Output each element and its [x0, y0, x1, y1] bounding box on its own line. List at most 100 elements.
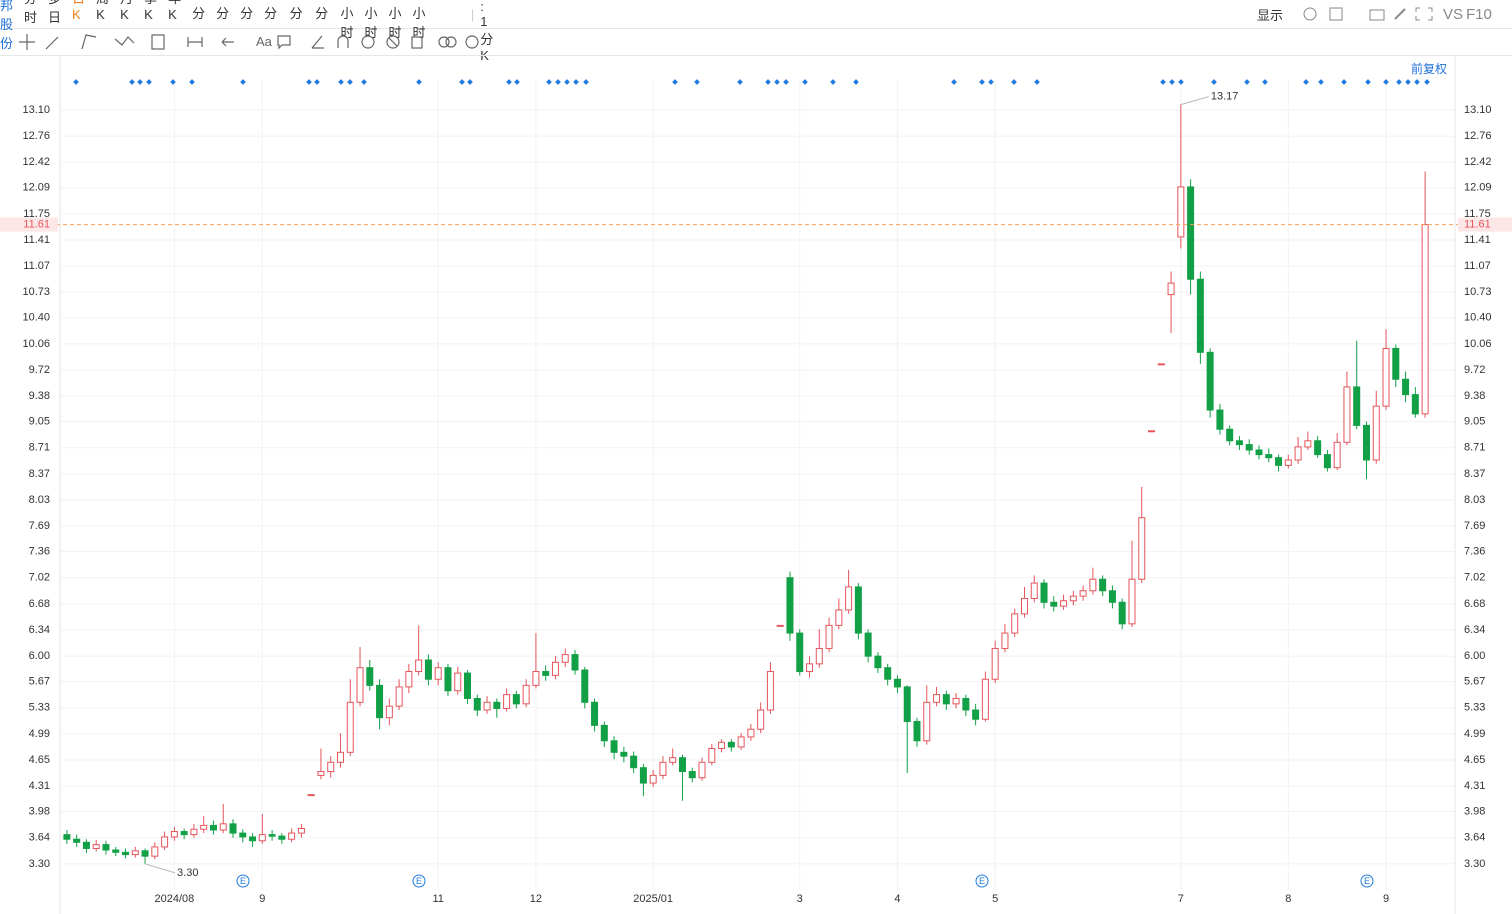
candle-body — [336, 751, 344, 763]
y-tick-label: 5.67 — [29, 675, 50, 687]
event-marker — [1318, 79, 1324, 85]
candle-body — [1265, 454, 1273, 459]
drawing-tools[interactable] — [10, 29, 330, 55]
y-tick-label: 11.75 — [23, 208, 50, 220]
last-price-label-right: 11.61 — [1464, 219, 1491, 231]
y-tick-label-right: 3.98 — [1464, 805, 1485, 817]
candle-body — [1353, 386, 1361, 426]
candle-body — [1187, 186, 1195, 280]
event-marker — [1034, 79, 1040, 85]
candle-body — [835, 609, 843, 626]
candle-body — [669, 757, 677, 763]
event-marker — [467, 79, 473, 85]
candle-body — [161, 836, 169, 848]
candle-body — [503, 694, 511, 709]
y-tick-label-right: 4.99 — [1464, 728, 1485, 740]
candle-body — [972, 709, 980, 720]
drawing-tools-2[interactable] — [305, 29, 505, 55]
candle-body — [366, 667, 374, 686]
y-tick-label: 12.42 — [22, 156, 50, 168]
event-marker — [555, 79, 561, 85]
candle-body — [1069, 595, 1077, 602]
f10-button[interactable]: F10 — [1466, 5, 1492, 23]
y-tick-label: 12.09 — [22, 182, 50, 194]
candle-body — [1382, 347, 1390, 407]
y-tick-label-right: 11.41 — [1464, 234, 1491, 246]
event-marker — [170, 79, 176, 85]
candle-body — [913, 721, 921, 742]
event-marker — [1365, 79, 1371, 85]
event-marker — [737, 79, 743, 85]
period-tab[interactable]: Tick — [437, 0, 460, 41]
earnings-label: E — [416, 876, 422, 886]
y-tick-label-right: 6.34 — [1464, 624, 1485, 636]
candle-body — [73, 838, 81, 843]
candle-body — [806, 663, 814, 673]
earnings-marker — [975, 874, 989, 888]
x-tick-label: 2024/08 — [154, 893, 194, 905]
vs-button[interactable]: VS — [1443, 5, 1464, 23]
period-tab[interactable]: 季K — [144, 0, 157, 22]
candle-body — [1148, 430, 1156, 433]
period-tab[interactable]: 1分 — [192, 0, 206, 21]
period-tab[interactable]: 30分 — [315, 0, 329, 21]
adjust-mode[interactable]: 前复权 — [1411, 62, 1448, 76]
candle-body — [620, 751, 628, 757]
y-tick-label-right: 4.65 — [1464, 754, 1485, 766]
event-marker — [1424, 79, 1430, 85]
candle-body — [122, 851, 130, 856]
earnings-marker — [1360, 874, 1374, 888]
candle-body — [1411, 394, 1419, 415]
candle-body — [1392, 347, 1400, 380]
period-tab[interactable]: 4小时 — [412, 0, 426, 40]
candle-body — [708, 747, 716, 763]
display-menu[interactable]: 显示 — [1257, 7, 1284, 23]
period-tab[interactable]: 多日 — [48, 0, 62, 25]
candle-body — [727, 741, 735, 748]
candle-body — [1118, 601, 1126, 625]
period-list: 分时多日日K周K月K季K年K1分3分5分10分15分30分1小时2小时3小时4小… — [24, 0, 471, 41]
period-tab[interactable]: 年K — [168, 0, 181, 22]
period-tab[interactable]: 日K — [72, 0, 85, 22]
y-tick-label: 6.68 — [29, 598, 50, 610]
period-tab[interactable]: 月K — [120, 0, 133, 22]
candle-body — [1333, 441, 1341, 469]
candle-body — [1050, 601, 1058, 607]
candle-body — [297, 827, 305, 834]
y-tick-label: 11.07 — [23, 260, 50, 272]
candle-body — [903, 686, 911, 723]
candle-body — [718, 741, 726, 749]
period-tab[interactable]: 3分 — [216, 0, 230, 21]
event-marker — [573, 79, 579, 85]
candle-body — [1128, 578, 1136, 625]
candle-body — [952, 697, 960, 705]
y-tick-label-right: 13.10 — [1464, 104, 1492, 116]
x-tick-label: 4 — [894, 893, 900, 905]
period-tab[interactable]: 2小时 — [364, 0, 378, 40]
event-marker — [979, 79, 985, 85]
candle-body — [942, 694, 950, 705]
candle-body — [356, 667, 364, 703]
candle-body — [845, 586, 853, 611]
candle-body — [209, 824, 217, 831]
period-tab[interactable]: 15分 — [289, 0, 304, 21]
drawing-toolbar: Aa — [0, 29, 1512, 56]
period-tab[interactable]: 分时 — [24, 0, 38, 25]
period-tab[interactable]: 10分 — [264, 0, 278, 21]
candle-body — [395, 686, 403, 707]
event-marker — [694, 79, 700, 85]
candle-body — [1294, 446, 1302, 461]
candle-body — [815, 647, 823, 665]
period-tab[interactable]: 5分 — [240, 0, 254, 21]
x-tick-label: 9 — [259, 893, 265, 905]
y-tick-label: 4.99 — [29, 728, 50, 740]
candle-body — [1108, 590, 1116, 603]
text-tool[interactable]: Aa — [256, 34, 272, 49]
period-tab[interactable]: 周K — [96, 0, 109, 22]
candle-body — [141, 850, 149, 857]
candle-body — [1011, 613, 1019, 634]
stock-name[interactable]: 诚邦股份 — [0, 0, 14, 51]
candle-body — [864, 632, 872, 657]
candle-body — [131, 850, 139, 856]
candle-body — [532, 671, 540, 686]
